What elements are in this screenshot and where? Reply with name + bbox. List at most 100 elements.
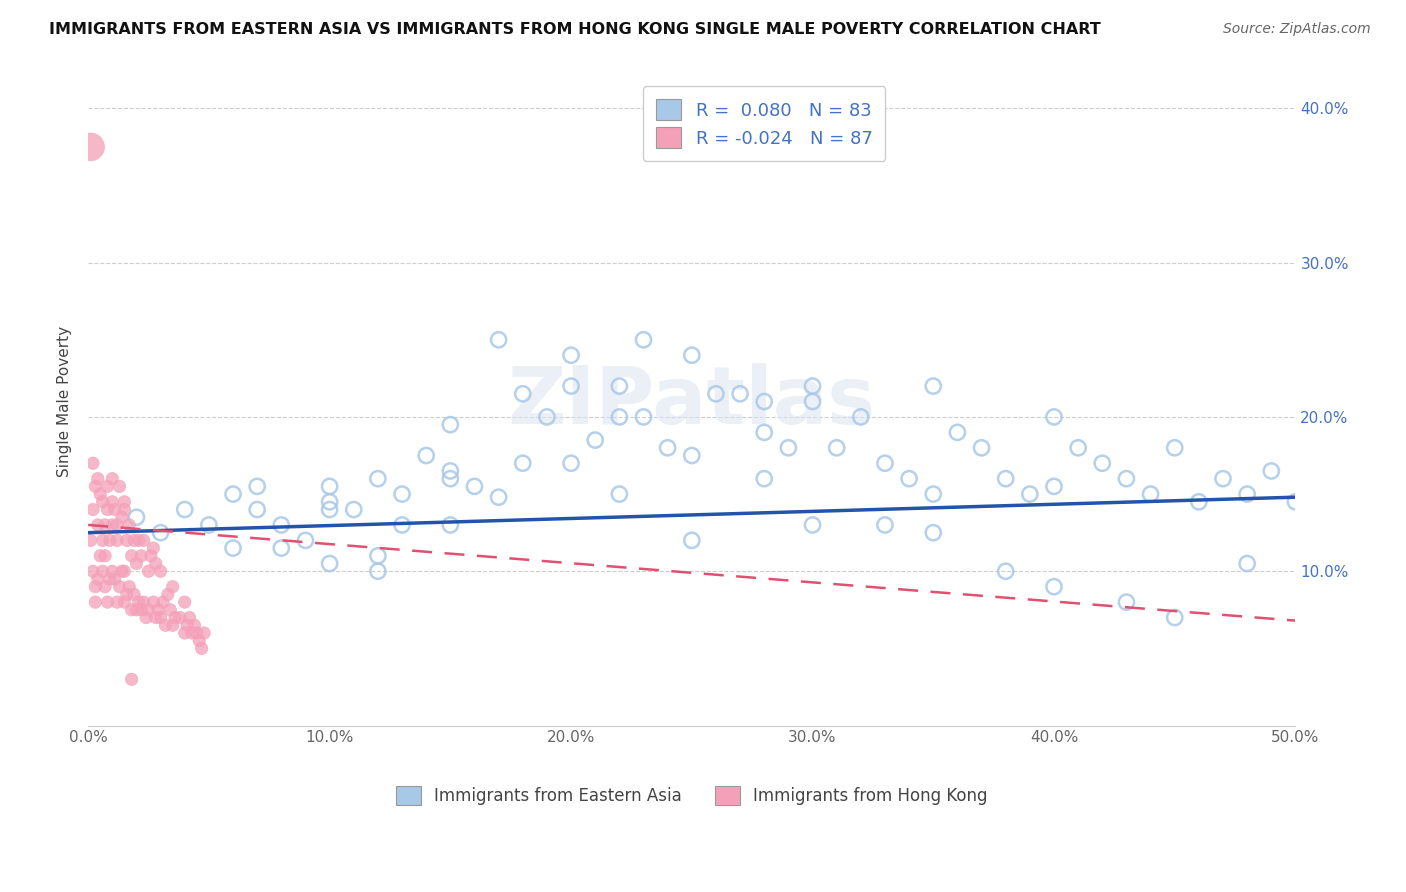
Point <box>87 518 110 533</box>
Point <box>512 386 534 401</box>
Point <box>91 533 114 548</box>
Point <box>142 595 165 609</box>
Point <box>343 502 366 516</box>
Point <box>173 626 195 640</box>
Point <box>118 580 141 594</box>
Point <box>1018 487 1040 501</box>
Point <box>84 580 107 594</box>
Point <box>105 595 128 609</box>
Point <box>922 487 945 501</box>
Point <box>391 518 413 533</box>
Point <box>1164 610 1187 624</box>
Point <box>946 425 969 440</box>
Point <box>633 333 655 347</box>
Point <box>159 603 181 617</box>
Point <box>560 348 582 362</box>
Point <box>681 533 703 548</box>
Point <box>1043 580 1066 594</box>
Point <box>129 603 152 617</box>
Point <box>1043 409 1066 424</box>
Point <box>633 409 655 424</box>
Point <box>898 472 921 486</box>
Point <box>754 472 776 486</box>
Point <box>169 610 191 624</box>
Point <box>176 618 198 632</box>
Point <box>246 502 269 516</box>
Point <box>145 557 167 571</box>
Y-axis label: Single Male Poverty: Single Male Poverty <box>58 326 72 477</box>
Point <box>108 479 131 493</box>
Point <box>165 610 187 624</box>
Point <box>1139 487 1161 501</box>
Point <box>105 518 128 533</box>
Point <box>89 487 111 501</box>
Point <box>222 541 245 555</box>
Text: IMMIGRANTS FROM EASTERN ASIA VS IMMIGRANTS FROM HONG KONG SINGLE MALE POVERTY CO: IMMIGRANTS FROM EASTERN ASIA VS IMMIGRAN… <box>49 22 1101 37</box>
Point <box>488 333 510 347</box>
Point <box>122 533 145 548</box>
Point <box>139 549 162 563</box>
Point <box>198 518 221 533</box>
Point <box>112 495 135 509</box>
Point <box>132 533 155 548</box>
Point <box>125 603 148 617</box>
Point <box>463 479 485 493</box>
Point <box>87 472 110 486</box>
Point <box>609 409 631 424</box>
Point <box>193 626 215 640</box>
Point <box>560 456 582 470</box>
Point <box>318 479 340 493</box>
Point <box>1188 495 1211 509</box>
Point <box>825 441 848 455</box>
Point <box>138 603 160 617</box>
Point <box>367 472 389 486</box>
Point <box>87 572 110 586</box>
Point <box>101 564 124 578</box>
Point <box>1236 487 1258 501</box>
Point <box>121 603 143 617</box>
Point <box>367 564 389 578</box>
Point <box>135 610 157 624</box>
Point <box>801 394 824 409</box>
Point <box>84 479 107 493</box>
Point <box>112 564 135 578</box>
Point <box>155 618 177 632</box>
Point <box>439 417 461 432</box>
Point <box>138 564 160 578</box>
Point <box>104 502 127 516</box>
Point <box>105 533 128 548</box>
Point <box>115 533 138 548</box>
Point <box>112 595 135 609</box>
Point <box>129 549 152 563</box>
Point <box>112 502 135 516</box>
Point <box>801 379 824 393</box>
Point <box>536 409 558 424</box>
Point <box>115 587 138 601</box>
Point <box>801 518 824 533</box>
Point <box>1043 479 1066 493</box>
Point <box>1284 495 1306 509</box>
Point <box>121 549 143 563</box>
Point <box>94 549 117 563</box>
Point <box>188 633 211 648</box>
Point <box>439 472 461 486</box>
Point <box>318 502 340 516</box>
Point <box>121 673 143 687</box>
Point <box>849 409 872 424</box>
Point <box>96 479 118 493</box>
Point <box>439 464 461 478</box>
Point <box>873 456 896 470</box>
Point <box>873 518 896 533</box>
Point <box>79 533 101 548</box>
Point <box>173 502 195 516</box>
Point <box>190 641 212 656</box>
Point <box>98 572 121 586</box>
Point <box>1212 472 1234 486</box>
Point <box>922 525 945 540</box>
Point <box>128 533 150 548</box>
Point <box>1067 441 1090 455</box>
Point <box>156 587 179 601</box>
Point <box>162 580 184 594</box>
Point <box>82 456 104 470</box>
Point <box>96 502 118 516</box>
